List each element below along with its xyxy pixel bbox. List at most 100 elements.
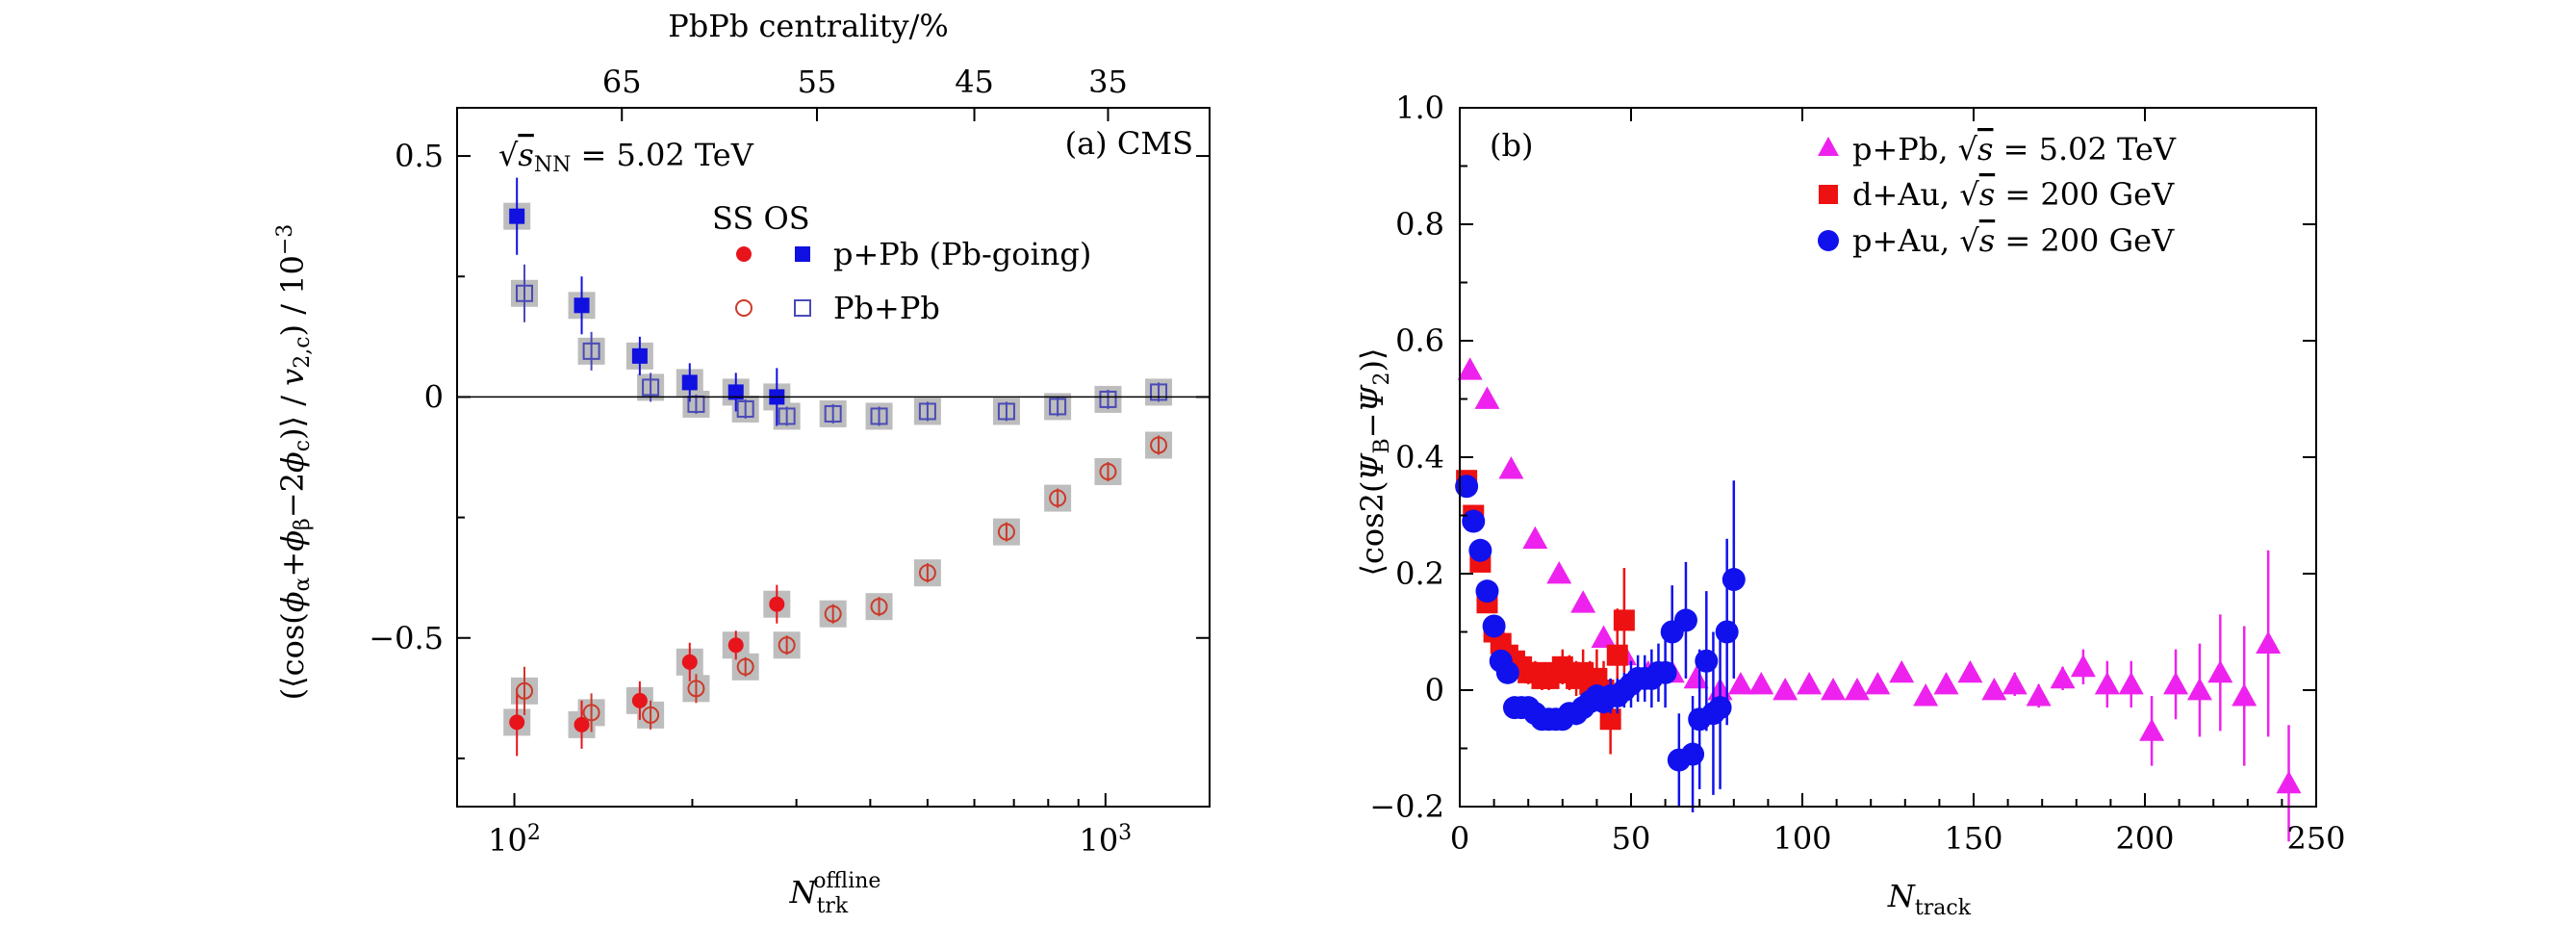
legend-os-ppb-marker — [795, 246, 810, 262]
panel-b-ppb-point — [1727, 671, 1753, 695]
panel-a: 102 103 0.5 0 −0.5 65 55 45 35 PbPb centrality/%… — [273, 8, 1211, 918]
panel-b-ppb-point — [1683, 665, 1709, 689]
panel-b-ppb-point — [1821, 678, 1847, 701]
legend-pau-label: p+Au, √s = 200 GeV — [1852, 222, 2175, 259]
panel-b-axes: 0 50 100 150 200 250−0.200.20.40.60.81.0 — [1369, 90, 2345, 857]
panel-a-energy-annotation: √sNN = 5.02 TeV — [498, 137, 754, 177]
panel-a-os-pbpb-point — [515, 284, 533, 302]
panel-b-pau-point — [1495, 660, 1519, 684]
panel-b-ppb-point — [1797, 671, 1823, 695]
panel-b-pau-point — [1468, 538, 1492, 562]
panel-a-os-pbpb-point — [778, 407, 796, 425]
panel-b-ppb-point — [1957, 659, 1983, 683]
panel-b-y-tick-label: −0.2 — [1369, 788, 1444, 825]
panel-b-y-tick-label: 1.0 — [1395, 90, 1444, 126]
panel-b-ppb-point — [1773, 678, 1798, 701]
panel-b-ppb-point — [1591, 625, 1617, 648]
panel-b-y-tick-label: 0.6 — [1395, 322, 1444, 359]
panel-a-y-tick-label: 0 — [424, 378, 444, 415]
panel-a-os-pbpb-point — [736, 399, 754, 418]
panel-b-dau-point — [1613, 609, 1635, 631]
panel-b-ppb-point — [1498, 456, 1524, 479]
panel-b-dau-point — [1606, 644, 1628, 666]
panel-a-ss-ppb-point — [681, 654, 698, 670]
panel-a-axes: 102 103 0.5 0 −0.5 65 55 45 35 — [369, 64, 1210, 859]
panel-b-pau-point — [1695, 649, 1719, 673]
panel-a-ss-pbpb-point — [642, 706, 660, 724]
panel-b-ppb-point — [1457, 357, 1483, 380]
panel-b-data-marks — [1455, 357, 2302, 842]
panel-a-os-pbpb-point — [997, 402, 1015, 421]
panel-a-ss-ppb-point — [509, 714, 525, 731]
panel-b-x-tick-label: 250 — [2286, 820, 2345, 857]
panel-b-ppb-point — [2276, 770, 2302, 794]
panel-a-ss-ppb-point — [727, 637, 744, 654]
panel-b-ppb-point — [1913, 683, 1939, 707]
panel-a-x-tick-label: 103 — [1079, 821, 1132, 859]
panel-b-x-tick-label: 150 — [1944, 820, 2002, 857]
panel-a-os-ppb-point — [727, 384, 744, 400]
legend-ppb-label: p+Pb (Pb-going) — [833, 236, 1091, 272]
panel-a-ss-pbpb-point — [1049, 489, 1067, 507]
legend-ppb-label: p+Pb, √s = 5.02 TeV — [1852, 131, 2177, 167]
panel-b-pau-point — [1653, 660, 1677, 684]
panel-a-os-pbpb-point — [824, 404, 842, 423]
panel-a-os-pbpb-point — [918, 402, 936, 421]
panel-a-ss-pbpb-point — [870, 598, 888, 616]
panel-b-ppb-point — [1474, 386, 1500, 409]
panel-b-ppb-point — [1933, 671, 1959, 695]
panel-b-pau-point — [1673, 608, 1697, 632]
legend-os-pbpb-marker — [794, 299, 811, 317]
panel-b-ppb-point — [1889, 659, 1915, 683]
panel-b-ppb-point — [1546, 561, 1572, 584]
panel-b-x-tick-label: 100 — [1773, 820, 1831, 857]
panel-a-y-tick-label: −0.5 — [369, 620, 444, 656]
panel-b-pau-point — [1482, 614, 1506, 638]
panel-a-ss-pbpb-point — [736, 657, 754, 676]
panel-a-legend: p+Pb (Pb-going) Pb+Pb — [735, 236, 1091, 326]
panel-b-pau-point — [1708, 696, 1732, 720]
panel-b-y-tick-label: 0 — [1425, 672, 1444, 708]
panel-a-frame — [456, 107, 1211, 808]
panel-a-ss-pbpb-point — [1150, 436, 1168, 454]
panel-b-x-tick-label: 50 — [1612, 820, 1651, 857]
panel-b-ppb-point — [1522, 526, 1548, 550]
panel-b-tag: (b) — [1490, 127, 1533, 164]
panel-b-ppb-point — [2256, 630, 2282, 654]
panel-b-ppb-point — [2163, 671, 2189, 695]
panel-b-y-tick-label: 0.2 — [1395, 555, 1444, 592]
panel-a-os-pbpb-point — [642, 378, 660, 397]
panel-b-ppb-point — [2026, 683, 2052, 707]
panel-b-ppb-point — [2094, 671, 2120, 695]
panel-b-ppb-point — [2186, 678, 2212, 701]
legend-pau-circle-marker — [1818, 230, 1839, 251]
panel-b-ppb-point — [2002, 671, 2028, 695]
panel-b-y-axis-title: ⟨cos2(ΨB−Ψ2)⟩ — [1354, 347, 1394, 576]
panel-b-ppb-point — [1570, 590, 1596, 613]
panel-a-ss-pbpb-point — [515, 681, 533, 700]
panel-b-legend: p+Pb, √s = 5.02 TeV d+Au, √s = 200 GeV p… — [1818, 131, 2177, 259]
panel-a-os-ppb-point — [631, 347, 648, 364]
panel-a-ss-pbpb-point — [1099, 463, 1117, 481]
panel-a-top-tick-label: 35 — [1088, 64, 1128, 100]
legend-pbpb-label: Pb+Pb — [833, 290, 940, 326]
panel-b-ppb-point — [1981, 678, 2007, 701]
panel-a-os-pbpb-point — [582, 342, 600, 360]
legend-ss-pbpb-marker — [735, 299, 752, 317]
panel-a-ss-ppb-point — [769, 596, 785, 612]
panel-b-pau-point — [1715, 620, 1739, 644]
panel-a-top-axis-title: PbPb centrality/% — [668, 8, 949, 44]
panel-a-ss-pbpb-point — [582, 704, 600, 722]
panel-b-ppb-point — [2118, 671, 2144, 695]
panel-b-ppb-point — [1844, 678, 1870, 701]
panel-a-os-pbpb-point — [870, 407, 888, 425]
panel-b-x-axis-title: Ntrack — [1887, 878, 1972, 920]
panel-b-ppb-point — [2232, 683, 2257, 707]
panel-b-x-tick-label: 0 — [1450, 820, 1469, 857]
panel-b-pau-point — [1722, 568, 1746, 592]
panel-a-ss-pbpb-point — [778, 636, 796, 655]
panel-a-y-tick-label: 0.5 — [395, 138, 444, 174]
panel-a-os-pbpb-point — [1099, 390, 1117, 408]
panel-a-ss-pbpb-point — [824, 604, 842, 623]
